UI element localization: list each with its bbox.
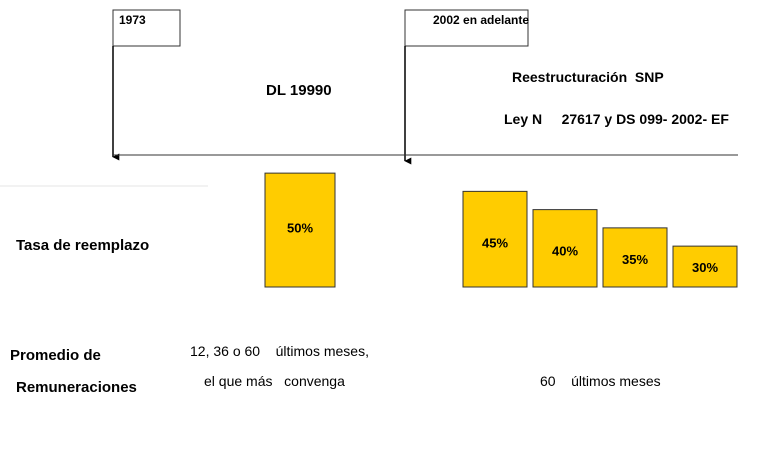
row-label: Remuneraciones <box>16 379 137 396</box>
period-title: DL 19990 <box>266 82 332 99</box>
bar-label: 50% <box>287 221 313 236</box>
bar <box>462 190 528 288</box>
period-text: 60 últimos meses <box>540 373 661 389</box>
row-label: Promedio de <box>10 347 101 364</box>
row-label: Tasa de reemplazo <box>16 237 149 254</box>
marker-box <box>404 9 529 47</box>
period-subtitle: Ley N 27617 y DS 099- 2002- EF <box>504 111 729 127</box>
period-text: 12, 36 o 60 últimos meses, <box>190 343 369 359</box>
bar-label: 35% <box>622 252 648 267</box>
period-title: Reestructuración SNP <box>512 69 664 85</box>
bar-label: 40% <box>552 244 578 259</box>
bar <box>532 209 598 288</box>
bar <box>672 245 738 288</box>
bar <box>264 172 336 288</box>
bar-label: 45% <box>482 235 508 250</box>
period-text: el que más convenga <box>204 373 345 389</box>
bar-label: 30% <box>692 260 718 275</box>
marker-label: 1973 <box>119 13 146 27</box>
bar <box>602 227 668 288</box>
marker-box <box>112 9 181 47</box>
marker-label: 2002 en adelante <box>433 13 529 27</box>
